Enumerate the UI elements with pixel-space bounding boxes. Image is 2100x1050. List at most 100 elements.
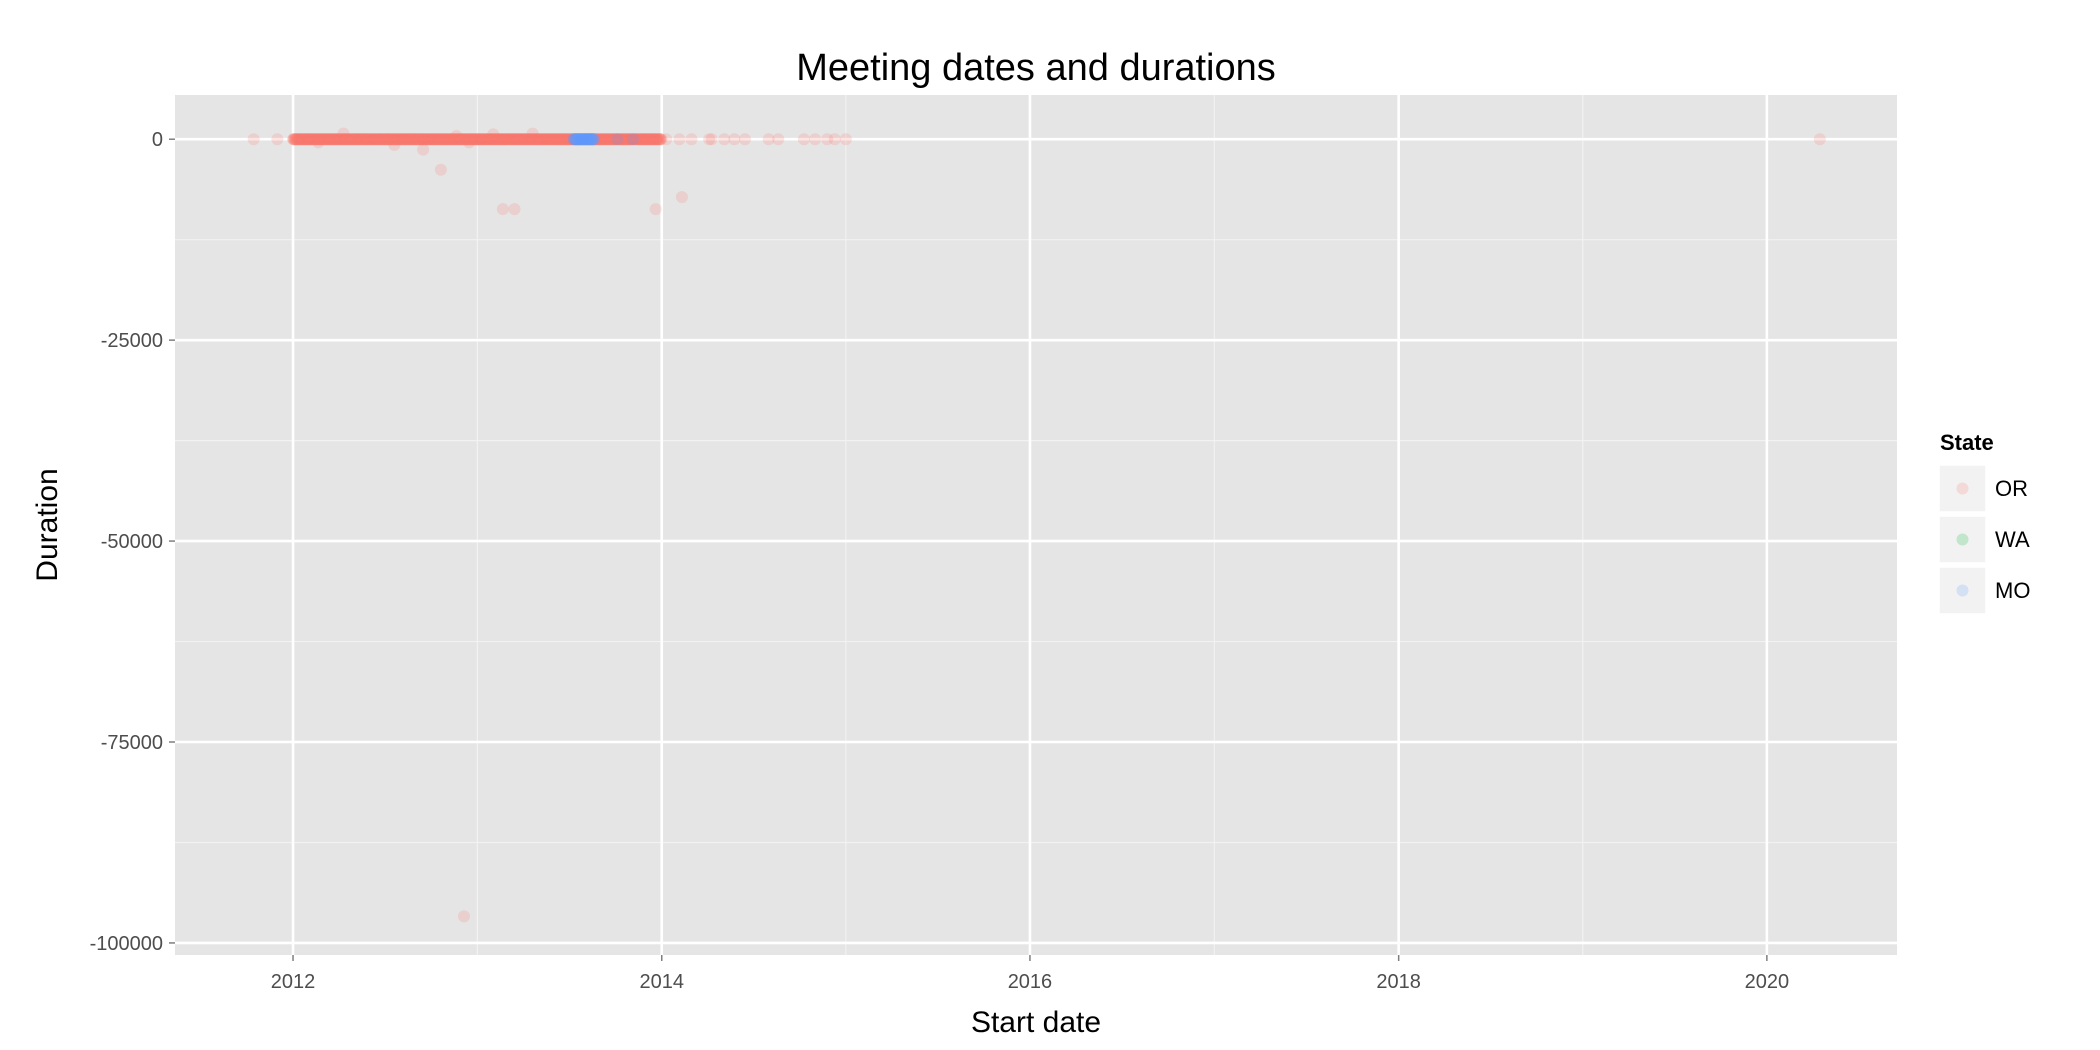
data-point [378,133,391,146]
data-point [407,133,420,146]
data-point [332,133,345,146]
data-point [434,133,447,146]
data-point [613,133,626,146]
data-point [505,133,518,146]
data-point [523,133,536,146]
data-point [552,133,565,146]
data-point [337,133,350,146]
data-point [517,133,530,146]
data-point [450,133,463,146]
data-point [606,133,619,146]
data-point [386,133,399,146]
data-point [453,133,466,146]
legend-label: MO [1995,578,2030,603]
data-point [628,133,640,146]
data-point [448,133,461,146]
data-point [646,133,659,146]
data-point [387,133,400,146]
data-point [548,133,561,146]
data-point [585,133,598,146]
data-point [381,133,394,146]
data-point [341,133,353,146]
data-point [511,133,524,146]
data-point [472,133,485,146]
data-point [410,133,423,146]
data-point [539,133,552,146]
data-point [497,133,510,146]
data-point [481,133,494,146]
data-point [605,133,618,146]
data-point [482,133,495,146]
legend-item-mo: MO [1938,566,2030,615]
data-point [556,133,569,146]
data-point [622,133,635,146]
data-point [375,133,388,146]
data-point [347,133,360,146]
data-point [487,133,500,146]
data-point [319,133,332,146]
data-point [444,133,457,146]
data-point [416,133,429,146]
data-point [738,133,751,146]
data-point [609,133,622,146]
data-point [345,133,358,146]
data-point [608,133,621,146]
data-point [423,133,436,146]
data-point [643,133,656,146]
data-point [578,133,591,146]
data-point [495,133,508,146]
data-point [390,133,403,146]
data-point [420,133,433,146]
data-point [329,133,342,146]
data-point [294,133,307,146]
data-point [577,133,590,146]
data-point [608,133,621,146]
data-point [342,133,355,146]
data-point [415,133,428,146]
data-point [435,133,448,146]
data-point [617,133,630,146]
data-point [530,133,543,146]
data-point [390,133,403,146]
data-point [388,133,401,146]
data-point [376,133,389,146]
data-point [477,133,490,146]
data-point [567,133,580,146]
data-point [411,133,424,146]
data-point [537,133,550,146]
data-point [429,133,442,146]
data-point [446,133,459,146]
data-point [592,133,605,146]
data-point [545,133,558,146]
data-point [378,133,391,146]
data-point [523,133,536,146]
data-point [396,133,409,146]
data-point [437,133,450,146]
data-point [500,133,513,146]
data-point [299,133,312,146]
data-point [470,133,483,146]
data-point [637,133,650,146]
data-point [344,133,357,146]
series-mo [567,133,639,146]
data-point [581,133,594,146]
data-point [555,133,568,146]
data-point [576,133,589,146]
data-point [525,133,538,146]
data-point [473,133,486,146]
data-point [359,133,372,146]
data-point [560,133,573,146]
data-point [549,133,562,146]
data-point [629,133,642,146]
data-point [566,133,579,146]
data-point [339,133,352,146]
data-point [440,133,453,146]
data-point [417,133,430,146]
data-point [292,133,305,146]
data-point [651,133,664,146]
data-point [298,133,311,146]
data-point [660,133,673,146]
y-tick-label: -100000 [90,933,163,955]
data-point [407,133,420,146]
data-point [287,133,300,146]
